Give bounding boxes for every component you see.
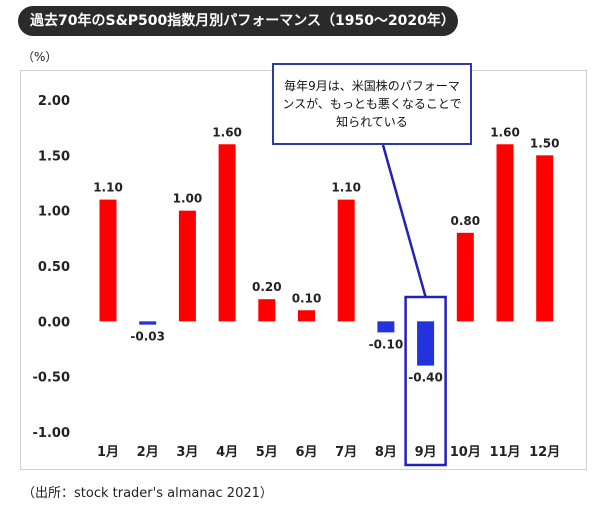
- annotation-text: 毎年9月は、米国株のパフォーマンスが、もっとも悪くなることで知られている: [282, 79, 462, 129]
- bar-5月: [258, 299, 276, 322]
- data-label: -0.40: [408, 371, 443, 385]
- bar-11月: [496, 144, 514, 322]
- bar-2月: [139, 321, 157, 325]
- x-tick-label: 4月: [216, 445, 238, 460]
- bar-1月: [99, 199, 117, 322]
- x-tick-label: 2月: [137, 445, 159, 460]
- data-label: 1.60: [490, 125, 520, 139]
- x-tick-label: 7月: [335, 445, 357, 460]
- x-tick-label: 1月: [97, 445, 119, 460]
- y-tick-label: 1.50: [38, 149, 70, 164]
- data-label: 1.10: [331, 181, 361, 195]
- x-tick-label: 3月: [176, 445, 198, 460]
- data-label: 0.20: [252, 280, 282, 294]
- chart-title: 過去70年のS&P500指数月別パフォーマンス（1950～2020年）: [18, 6, 458, 36]
- bar-4月: [218, 144, 236, 322]
- data-label: 1.00: [173, 192, 203, 206]
- bar-6月: [298, 310, 315, 322]
- data-label: 1.60: [212, 125, 242, 139]
- annotation-callout: 毎年9月は、米国株のパフォーマンスが、もっとも悪くなることで知られている: [272, 63, 472, 145]
- y-tick-label: 0.50: [38, 260, 70, 275]
- callout-connector: [381, 144, 427, 298]
- x-tick-label: 10月: [450, 445, 481, 460]
- y-tick-label: -1.00: [33, 426, 70, 441]
- x-tick-label: 12月: [529, 445, 560, 460]
- bar-8月: [377, 321, 395, 333]
- data-label: 0.80: [450, 214, 480, 228]
- bar-7月: [337, 199, 355, 322]
- data-label: 1.50: [530, 136, 560, 150]
- y-tick-label: 2.00: [38, 94, 70, 109]
- bar-12月: [536, 155, 554, 322]
- x-tick-label: 11月: [489, 445, 520, 460]
- data-label: 1.10: [93, 181, 123, 195]
- unit-label: （%）: [22, 50, 58, 64]
- bar-10月: [456, 232, 474, 322]
- data-label: -0.03: [130, 330, 165, 344]
- x-tick-label: 6月: [295, 445, 317, 460]
- data-label: -0.10: [369, 337, 404, 351]
- x-tick-label: 8月: [375, 445, 397, 460]
- x-tick-label: 9月: [415, 445, 437, 460]
- x-tick-label: 5月: [256, 445, 278, 460]
- source-note: （出所：stock trader's almanac 2021）: [22, 486, 273, 501]
- y-tick-label: 1.00: [38, 205, 70, 220]
- bar-9月: [417, 321, 435, 366]
- y-tick-label: 0.00: [38, 315, 70, 330]
- bar-3月: [178, 210, 196, 322]
- data-label: 0.10: [292, 291, 322, 305]
- y-tick-label: -0.50: [33, 371, 70, 386]
